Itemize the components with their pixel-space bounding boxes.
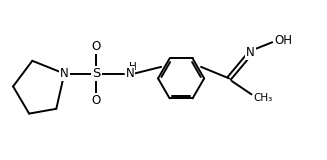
- Text: N: N: [246, 46, 255, 59]
- Text: O: O: [92, 94, 101, 107]
- Text: S: S: [92, 67, 100, 80]
- Text: H: H: [129, 62, 137, 72]
- Text: O: O: [92, 40, 101, 53]
- Text: N: N: [126, 67, 134, 80]
- Text: N: N: [60, 67, 69, 80]
- Text: CH₃: CH₃: [253, 93, 272, 103]
- Text: OH: OH: [274, 33, 292, 47]
